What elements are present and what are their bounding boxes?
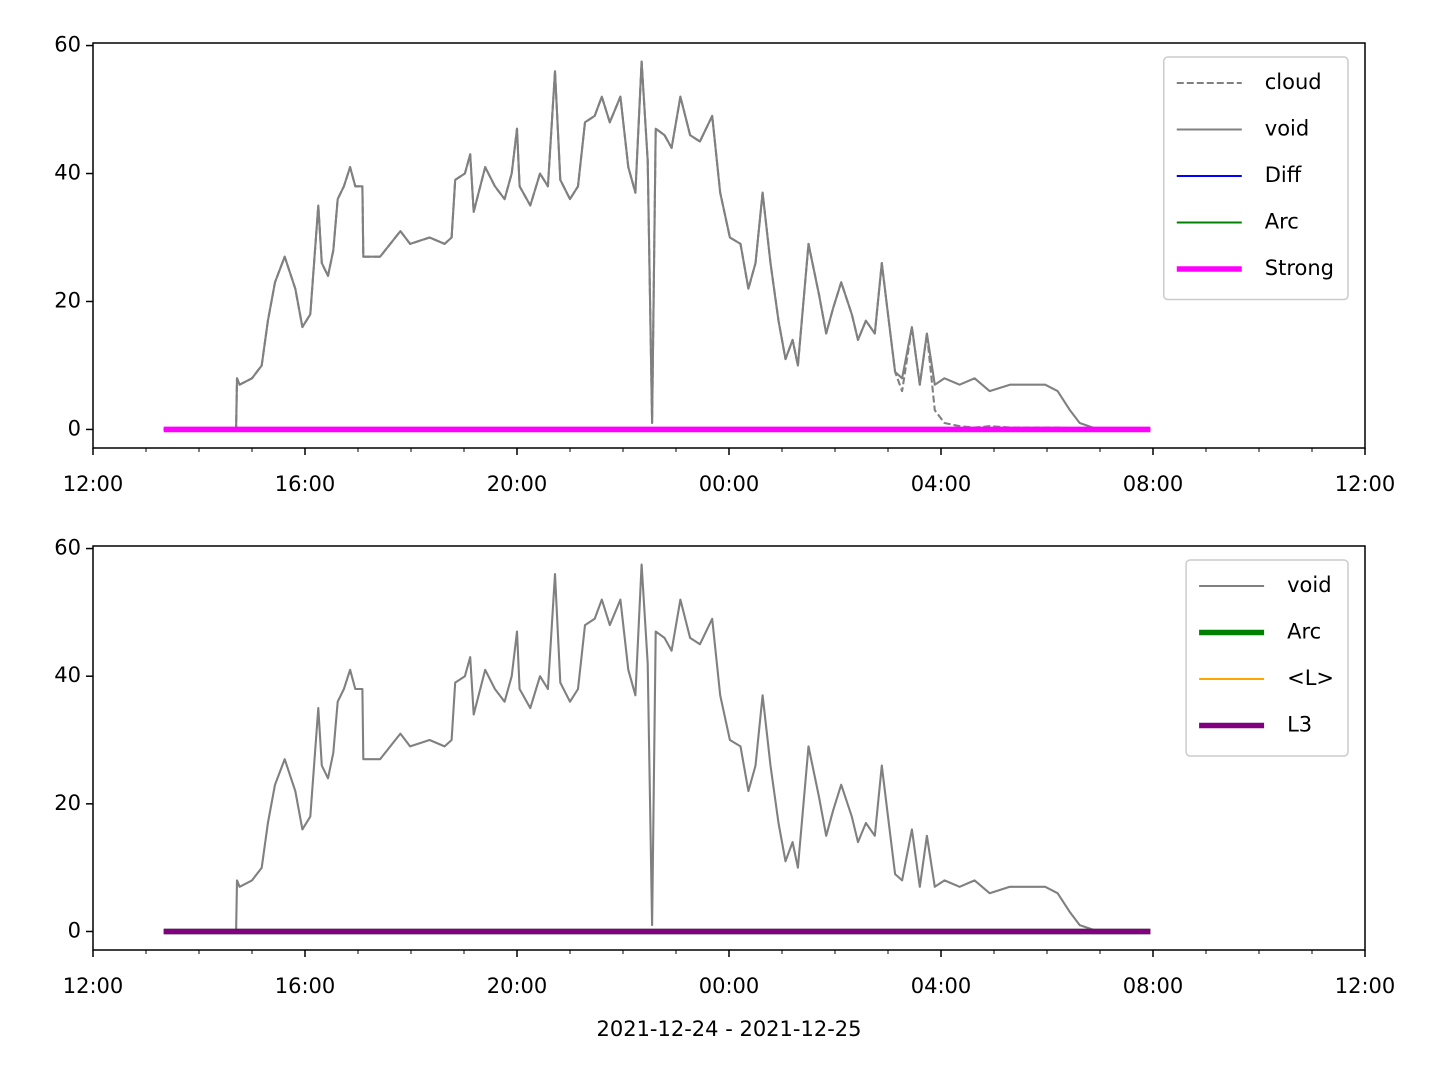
x-tick-label: 08:00 [1123, 472, 1184, 496]
axes-frame [92, 545, 1366, 951]
y-tick-label: 40 [54, 663, 81, 687]
x-tick-label: 20:00 [487, 974, 548, 998]
x-tick-label: 12:00 [63, 472, 124, 496]
x-tick-label: 12:00 [1335, 472, 1396, 496]
x-axis-label: 2021-12-24 - 2021-12-25 [596, 1017, 861, 1041]
x-tick-label: 12:00 [1335, 974, 1396, 998]
x-tick-label: 16:00 [275, 974, 336, 998]
x-tick-label: 04:00 [911, 472, 972, 496]
y-tick-label: 60 [54, 33, 81, 57]
y-tick-label: 60 [54, 536, 81, 560]
legend-label: cloud [1265, 70, 1322, 94]
x-tick-label: 20:00 [487, 472, 548, 496]
y-tick-label: 20 [54, 791, 81, 815]
legend-label: <L> [1287, 666, 1334, 690]
series-line [163, 563, 1151, 933]
x-tick-label: 04:00 [911, 974, 972, 998]
series-line [163, 60, 1151, 431]
y-tick-label: 0 [68, 416, 81, 440]
x-tick-label: 00:00 [699, 974, 760, 998]
x-tick-label: 16:00 [275, 472, 336, 496]
plot-area [163, 563, 1151, 935]
legend-label: Arc [1287, 620, 1321, 644]
legend-box [1163, 56, 1349, 301]
legend-label: Strong [1265, 256, 1334, 280]
legend-label: Diff [1265, 163, 1302, 187]
legend: cloud void Diff Arc Strong [1163, 56, 1349, 301]
legend-label: void [1287, 573, 1331, 597]
x-tick-label: 08:00 [1123, 974, 1184, 998]
legend-label: void [1265, 117, 1309, 141]
x-tick-label: 12:00 [63, 974, 124, 998]
series-line [163, 60, 1151, 431]
y-tick-label: 0 [68, 918, 81, 942]
y-tick-label: 20 [54, 288, 81, 312]
legend-box [1185, 559, 1349, 757]
legend-label: Arc [1265, 210, 1299, 234]
legend: void Arc <L> L3 [1185, 559, 1349, 757]
y-tick-label: 40 [54, 161, 81, 185]
plot-area [163, 60, 1151, 433]
legend-label: L3 [1287, 713, 1312, 737]
x-tick-label: 00:00 [699, 472, 760, 496]
